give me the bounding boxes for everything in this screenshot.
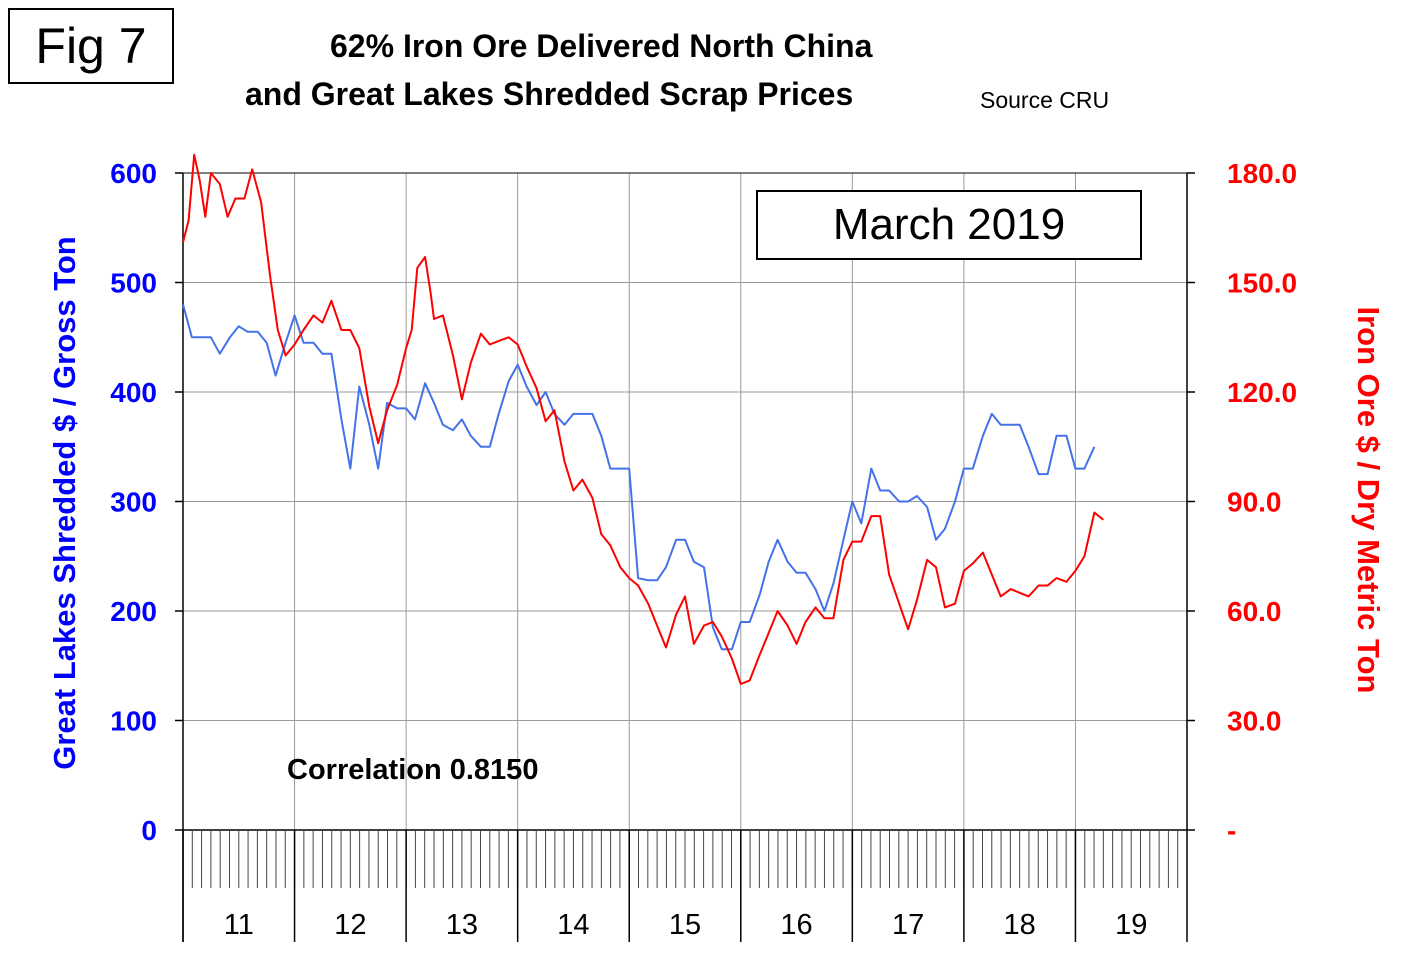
left-tick-label: 300 (110, 487, 157, 518)
x-tick-label: 12 (334, 909, 366, 941)
gridlines (183, 173, 1187, 830)
x-tick-label: 18 (1004, 909, 1036, 941)
y-axis-label-left: Great Lakes Shredded $ / Gross Ton (47, 236, 82, 770)
figure-label: Fig 7 (8, 8, 174, 84)
y-axis-label-right: Iron Ore $ / Dry Metric Ton (1351, 306, 1386, 694)
left-axis-ticks: 0 100 200 300 400 500 600 (110, 158, 183, 846)
left-tick-label: 100 (110, 706, 157, 737)
right-tick-label: 30.0 (1227, 706, 1282, 737)
right-tick-label: 60.0 (1227, 596, 1282, 627)
x-tick-label: 14 (557, 909, 589, 941)
right-tick-label: 90.0 (1227, 487, 1282, 518)
left-tick-label: 400 (110, 377, 157, 408)
month-label: March 2019 (756, 190, 1142, 260)
x-tick-label: 19 (1115, 909, 1147, 941)
left-tick-label: 500 (110, 268, 157, 299)
right-tick-label: 120.0 (1227, 377, 1297, 408)
left-tick-label: 200 (110, 596, 157, 627)
x-tick-label: 16 (780, 909, 812, 941)
chart-title-line1: 62% Iron Ore Delivered North China (330, 28, 873, 64)
left-tick-label: 600 (110, 158, 157, 189)
right-tick-label: - (1227, 815, 1236, 846)
plot-frame (182, 172, 1188, 942)
series-lines (182, 153, 1104, 685)
scrap-series-line (182, 304, 1096, 651)
chart-title-line2: and Great Lakes Shredded Scrap Prices (245, 76, 854, 112)
right-axis-ticks: - 30.0 60.0 90.0 120.0 150.0 180.0 (1187, 158, 1297, 846)
iron-ore-series-line (182, 153, 1104, 685)
left-tick-label: 0 (141, 815, 157, 846)
right-tick-label: 150.0 (1227, 268, 1297, 299)
correlation-annotation: Correlation 0.8150 (287, 754, 539, 786)
x-tick-label: 11 (224, 909, 254, 941)
right-tick-label: 180.0 (1227, 158, 1297, 189)
x-tick-label: 13 (446, 909, 478, 941)
x-tick-label: 15 (669, 909, 701, 941)
x-tick-label: 17 (892, 909, 924, 941)
x-axis: 11 12 13 14 15 16 17 18 19 (182, 830, 1188, 942)
source-note: Source CRU (980, 87, 1110, 113)
